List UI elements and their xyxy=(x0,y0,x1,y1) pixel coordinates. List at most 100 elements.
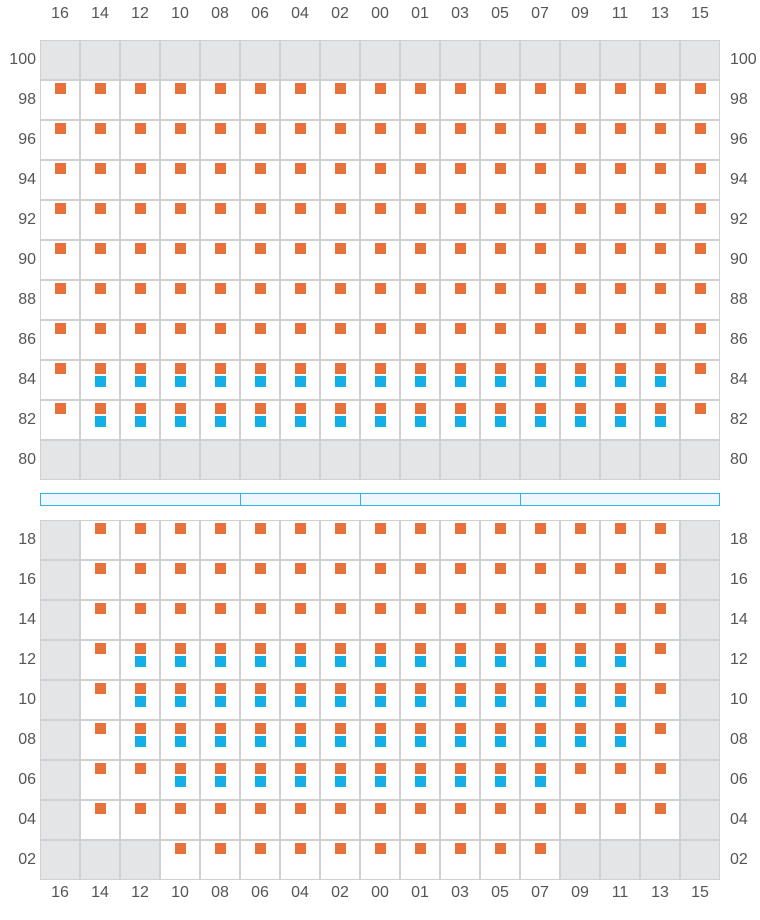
primary-marker xyxy=(215,843,226,854)
primary-marker xyxy=(575,323,586,334)
primary-marker xyxy=(335,363,346,374)
unavailable-cell xyxy=(41,681,79,719)
primary-marker xyxy=(175,563,186,574)
primary-marker xyxy=(335,123,346,134)
primary-marker xyxy=(135,403,146,414)
primary-marker xyxy=(495,323,506,334)
unavailable-cell xyxy=(41,841,79,879)
primary-marker xyxy=(55,323,66,334)
unavailable-cell xyxy=(41,761,79,799)
primary-marker xyxy=(375,803,386,814)
primary-marker xyxy=(455,163,466,174)
row-label-right: 14 xyxy=(730,611,748,628)
secondary-marker xyxy=(295,416,306,427)
unavailable-cell xyxy=(121,841,159,879)
primary-marker xyxy=(615,403,626,414)
unavailable-cell xyxy=(41,41,79,79)
primary-marker xyxy=(135,83,146,94)
row-label-right: 86 xyxy=(730,331,748,348)
primary-marker xyxy=(535,723,546,734)
unavailable-cell xyxy=(201,441,239,479)
primary-marker xyxy=(695,203,706,214)
primary-marker xyxy=(215,243,226,254)
primary-marker xyxy=(335,403,346,414)
unavailable-cell xyxy=(41,641,79,679)
secondary-marker xyxy=(615,656,626,667)
primary-marker xyxy=(575,123,586,134)
secondary-marker xyxy=(615,416,626,427)
primary-marker xyxy=(255,803,266,814)
column-label-top: 05 xyxy=(491,5,509,22)
primary-marker xyxy=(415,363,426,374)
column-label-bottom: 08 xyxy=(211,884,229,901)
primary-marker xyxy=(255,523,266,534)
primary-marker xyxy=(375,683,386,694)
row-label-left: 100 xyxy=(9,51,36,68)
primary-marker xyxy=(615,83,626,94)
primary-marker xyxy=(135,803,146,814)
row-label-left: 92 xyxy=(18,211,36,228)
primary-marker xyxy=(575,363,586,374)
primary-marker xyxy=(615,643,626,654)
primary-marker xyxy=(495,683,506,694)
secondary-marker xyxy=(535,776,546,787)
primary-marker xyxy=(575,603,586,614)
secondary-marker xyxy=(335,696,346,707)
secondary-marker xyxy=(495,416,506,427)
secondary-marker xyxy=(495,696,506,707)
primary-marker xyxy=(215,603,226,614)
primary-marker xyxy=(135,763,146,774)
primary-marker xyxy=(655,643,666,654)
unavailable-cell xyxy=(481,41,519,79)
unavailable-cell xyxy=(41,561,79,599)
primary-marker xyxy=(375,363,386,374)
row-label-right: 80 xyxy=(730,451,748,468)
secondary-marker xyxy=(535,656,546,667)
primary-marker xyxy=(335,243,346,254)
secondary-marker xyxy=(575,696,586,707)
primary-marker xyxy=(415,683,426,694)
primary-marker xyxy=(295,83,306,94)
secondary-marker xyxy=(175,376,186,387)
primary-marker xyxy=(375,163,386,174)
primary-marker xyxy=(95,603,106,614)
primary-marker xyxy=(495,363,506,374)
primary-marker xyxy=(535,203,546,214)
primary-marker xyxy=(615,243,626,254)
unavailable-cell xyxy=(441,41,479,79)
divider-bar xyxy=(40,493,720,506)
primary-marker xyxy=(255,403,266,414)
primary-marker xyxy=(455,683,466,694)
divider-segment-edge xyxy=(240,494,241,505)
row-label-right: 04 xyxy=(730,811,748,828)
primary-marker xyxy=(615,203,626,214)
primary-marker xyxy=(55,403,66,414)
primary-marker xyxy=(615,763,626,774)
primary-marker xyxy=(55,83,66,94)
column-label-bottom: 02 xyxy=(331,884,349,901)
primary-marker xyxy=(215,323,226,334)
row-label-left: 10 xyxy=(18,691,36,708)
primary-marker xyxy=(455,123,466,134)
primary-marker xyxy=(535,563,546,574)
unavailable-cell xyxy=(121,441,159,479)
secondary-marker xyxy=(495,656,506,667)
primary-marker xyxy=(415,403,426,414)
row-label-right: 90 xyxy=(730,251,748,268)
secondary-marker xyxy=(215,416,226,427)
primary-marker xyxy=(375,723,386,734)
unavailable-cell xyxy=(521,441,559,479)
primary-marker xyxy=(695,323,706,334)
primary-marker xyxy=(495,243,506,254)
secondary-marker xyxy=(175,656,186,667)
secondary-marker xyxy=(455,656,466,667)
primary-marker xyxy=(215,403,226,414)
primary-marker xyxy=(335,723,346,734)
secondary-marker xyxy=(175,416,186,427)
column-label-bottom: 15 xyxy=(691,884,709,901)
secondary-marker xyxy=(335,776,346,787)
secondary-marker xyxy=(535,696,546,707)
primary-marker xyxy=(495,723,506,734)
primary-marker xyxy=(215,723,226,734)
primary-marker xyxy=(455,323,466,334)
